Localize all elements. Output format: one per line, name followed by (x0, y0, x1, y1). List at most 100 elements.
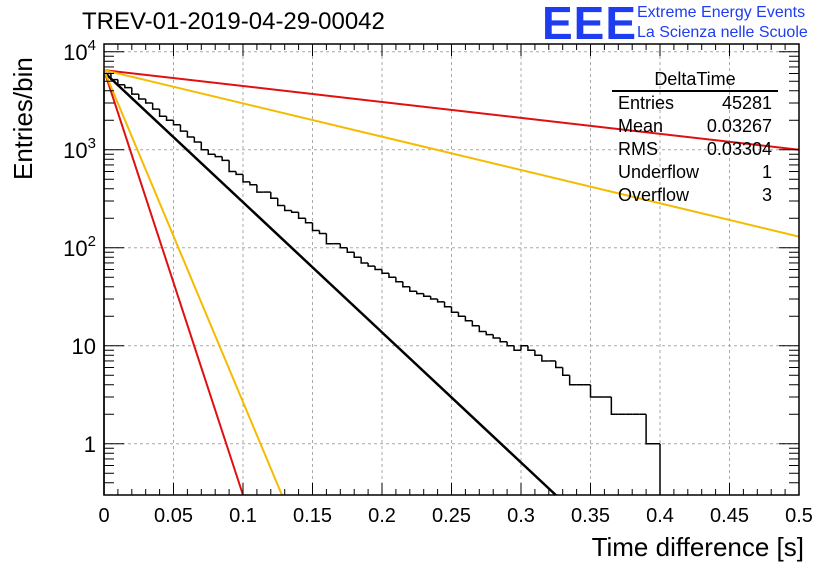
histogram-bin (117, 79, 125, 86)
stats-label: Mean (618, 116, 664, 136)
x-tick-label: 0.35 (571, 505, 610, 527)
fit-curve-2 (103, 69, 244, 496)
fit-curves (103, 69, 800, 496)
x-tick-label: 0.45 (710, 505, 749, 527)
histogram-bin (200, 142, 209, 151)
stats-label: Entries (618, 93, 675, 113)
y-tick-label: 102 (63, 233, 96, 261)
y-tick-base: 1 (84, 432, 96, 457)
histogram-bin (249, 181, 257, 186)
x-tick-label: 0.2 (368, 505, 396, 527)
x-tick-label: 0.15 (293, 505, 332, 527)
y-tick-base: 10 (72, 334, 96, 359)
histogram-bin (214, 154, 223, 158)
histogram-bin (534, 350, 542, 357)
y-tick-label: 10 (72, 334, 96, 359)
y-axis-label: Entries/bin (8, 57, 38, 180)
histogram-bin (283, 205, 292, 212)
histogram-bin (499, 337, 508, 343)
logo-line-1: Extreme Energy Events (637, 4, 806, 21)
stats-row: Underflow 1 (612, 161, 778, 184)
stats-value: 3 (761, 185, 772, 205)
histogram-bin (131, 87, 139, 95)
histogram-bin (436, 299, 445, 303)
stats-row: Mean 0.03267 (612, 115, 778, 138)
histogram-bin (151, 103, 160, 110)
chart-title: TREV-01-2019-04-29-00042 (82, 8, 385, 35)
histogram-bin (124, 84, 132, 89)
x-tick-label: 0.5 (785, 505, 813, 527)
x-tick-label: 0.05 (154, 505, 193, 527)
stats-value: 45281 (721, 93, 772, 113)
stats-title: DeltaTime (612, 68, 778, 92)
histogram-bin (339, 243, 348, 249)
stats-row: RMS 0.03304 (612, 138, 778, 161)
stats-label: RMS (618, 139, 658, 159)
y-tick-label: 104 (63, 37, 96, 65)
histogram-bin (193, 136, 202, 143)
histogram-bin (409, 286, 417, 292)
histogram-bin (422, 293, 431, 298)
histogram-bin (485, 331, 494, 336)
histogram-bin (513, 345, 521, 351)
histogram-bin (367, 262, 376, 267)
stats-box: DeltaTime Entries 45281 Mean 0.03267 RMS 0.03… (612, 68, 778, 207)
stats-label: Underflow (618, 162, 700, 182)
histogram-bin (506, 341, 515, 347)
histogram-bin (402, 281, 410, 288)
histogram-bin (589, 384, 598, 398)
histogram-bin (555, 360, 563, 369)
y-tick-label: 103 (63, 135, 96, 163)
histogram-bin (304, 218, 313, 224)
logo-line-2: La Scienza nelle Scuole (637, 24, 808, 41)
histogram-bin (228, 160, 237, 173)
stats-value: 0.03304 (706, 139, 772, 159)
histogram-bin (165, 116, 174, 122)
stats-label: Overflow (618, 185, 690, 205)
histogram-bin (478, 325, 487, 333)
histogram-bin (541, 355, 549, 362)
histogram-bin (360, 257, 369, 264)
histogram-bin (492, 334, 501, 339)
y-tick-base: 10 (63, 236, 87, 261)
histogram-bin (527, 345, 535, 351)
histogram-bin (645, 414, 654, 445)
histogram-bin (318, 230, 327, 235)
x-tick-label: 0.4 (646, 505, 674, 527)
eee-logo: EEE (542, 0, 638, 49)
histogram-bin (172, 120, 181, 126)
histogram-bin (144, 98, 153, 104)
x-tick-label: 0 (98, 505, 109, 527)
histogram-bin (429, 296, 438, 300)
histogram-bin (464, 316, 473, 322)
histogram-bin (311, 222, 320, 232)
stats-row: Overflow 3 (612, 184, 778, 207)
y-tick-exponent: 4 (88, 37, 96, 54)
histogram-bin (457, 312, 466, 318)
fit-curve-0 (103, 71, 557, 496)
histogram-bin (374, 266, 382, 271)
x-tick-label: 0.3 (507, 505, 535, 527)
histogram-bin (395, 277, 403, 283)
histogram-bin (325, 233, 334, 245)
x-tick-label: 0.1 (229, 505, 257, 527)
histogram-bin (186, 131, 195, 138)
histogram-bin (443, 301, 452, 308)
histogram-bin (242, 174, 250, 183)
fit-curve-1 (103, 69, 800, 151)
histogram-bin (179, 124, 188, 132)
histogram-bin (346, 247, 355, 253)
axis-ticks: 0 0.05 0.1 0.15 0.2 0.25 0.3 0.35 0.4 0.45 0.51101… (63, 37, 813, 527)
histogram-bin (270, 192, 278, 200)
x-tick-label: 0.25 (432, 505, 471, 527)
histogram-bin (256, 184, 264, 193)
histogram-bin (520, 345, 528, 351)
histogram-bin (353, 252, 362, 259)
histogram-bin (290, 210, 299, 214)
histogram-bin (561, 367, 570, 377)
fit-curve-4 (103, 69, 283, 496)
histogram-bin (221, 156, 230, 162)
fit-curve-3 (103, 69, 800, 238)
histogram-bin (138, 94, 146, 100)
histogram-bin (471, 320, 480, 327)
